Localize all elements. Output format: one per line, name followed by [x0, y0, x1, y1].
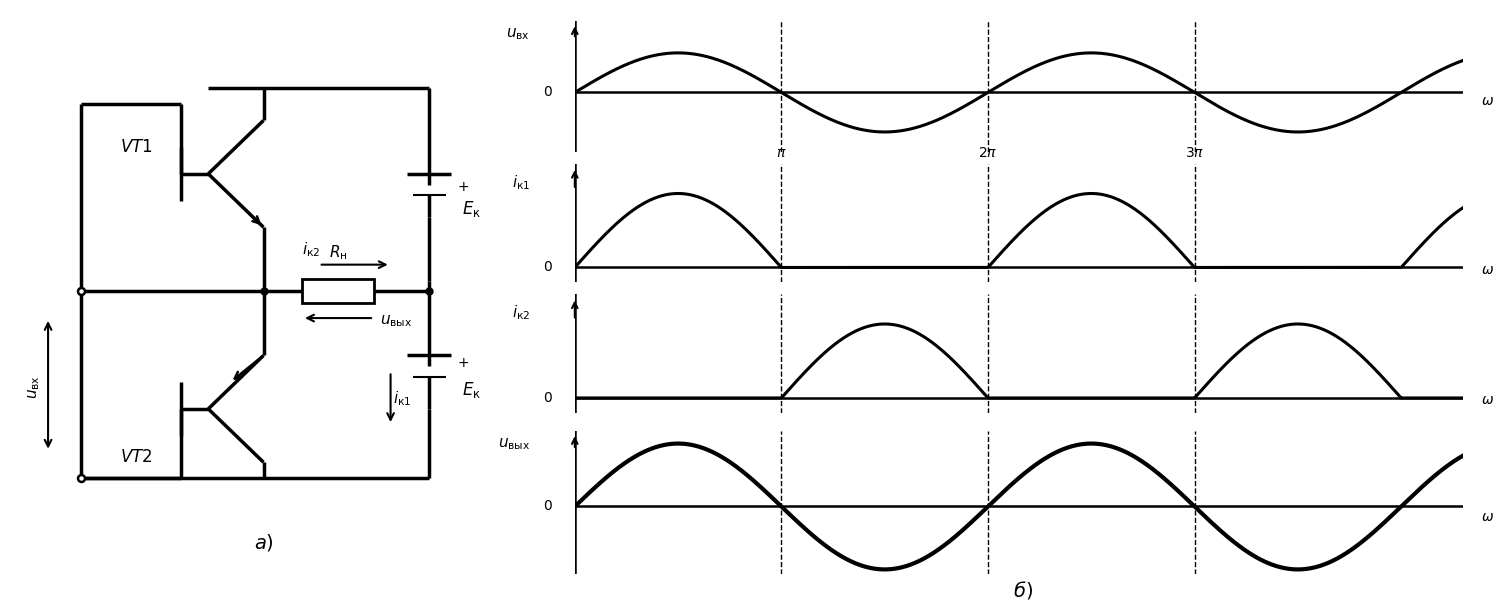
- Text: $0$: $0$: [543, 86, 552, 100]
- Text: $3\pi$: $3\pi$: [1185, 146, 1205, 160]
- Text: $i_{\rm к1}$: $i_{\rm к1}$: [512, 173, 530, 192]
- Text: $\omega t$: $\omega t$: [1481, 263, 1493, 277]
- Text: $0$: $0$: [543, 500, 552, 514]
- Text: $0$: $0$: [543, 260, 552, 274]
- Bar: [302, 279, 375, 304]
- Text: $+$: $+$: [457, 356, 469, 370]
- Text: $+$: $+$: [457, 180, 469, 194]
- Text: $u_{\rm вых}$: $u_{\rm вых}$: [379, 313, 412, 328]
- Text: $\omega t$: $\omega t$: [1481, 509, 1493, 524]
- Text: $\omega t$: $\omega t$: [1481, 393, 1493, 407]
- Text: $\omega t$: $\omega t$: [1481, 94, 1493, 108]
- Text: $E_{\rm к}$: $E_{\rm к}$: [463, 380, 482, 400]
- Text: $E_{\rm к}$: $E_{\rm к}$: [463, 198, 482, 219]
- Text: $a)$: $a)$: [254, 532, 273, 553]
- Text: $\pi$: $\pi$: [776, 146, 787, 160]
- Text: $u_{\rm вх}$: $u_{\rm вх}$: [25, 376, 42, 399]
- Text: $2\pi$: $2\pi$: [978, 146, 997, 160]
- Text: $i_{\rm к2}$: $i_{\rm к2}$: [302, 240, 321, 259]
- Text: $u_{\rm вх}$: $u_{\rm вх}$: [506, 26, 530, 42]
- Text: $i_{\rm к2}$: $i_{\rm к2}$: [512, 304, 530, 322]
- Text: $u_{\rm вых}$: $u_{\rm вых}$: [499, 436, 530, 452]
- Text: $VT1$: $VT1$: [119, 138, 152, 156]
- Text: $0$: $0$: [543, 391, 552, 405]
- Text: $R_{\rm н}$: $R_{\rm н}$: [328, 243, 348, 262]
- Text: $VT2$: $VT2$: [121, 448, 152, 466]
- Text: $i_{\rm к1}$: $i_{\rm к1}$: [393, 389, 412, 407]
- Text: $б)$: $б)$: [1012, 579, 1033, 601]
